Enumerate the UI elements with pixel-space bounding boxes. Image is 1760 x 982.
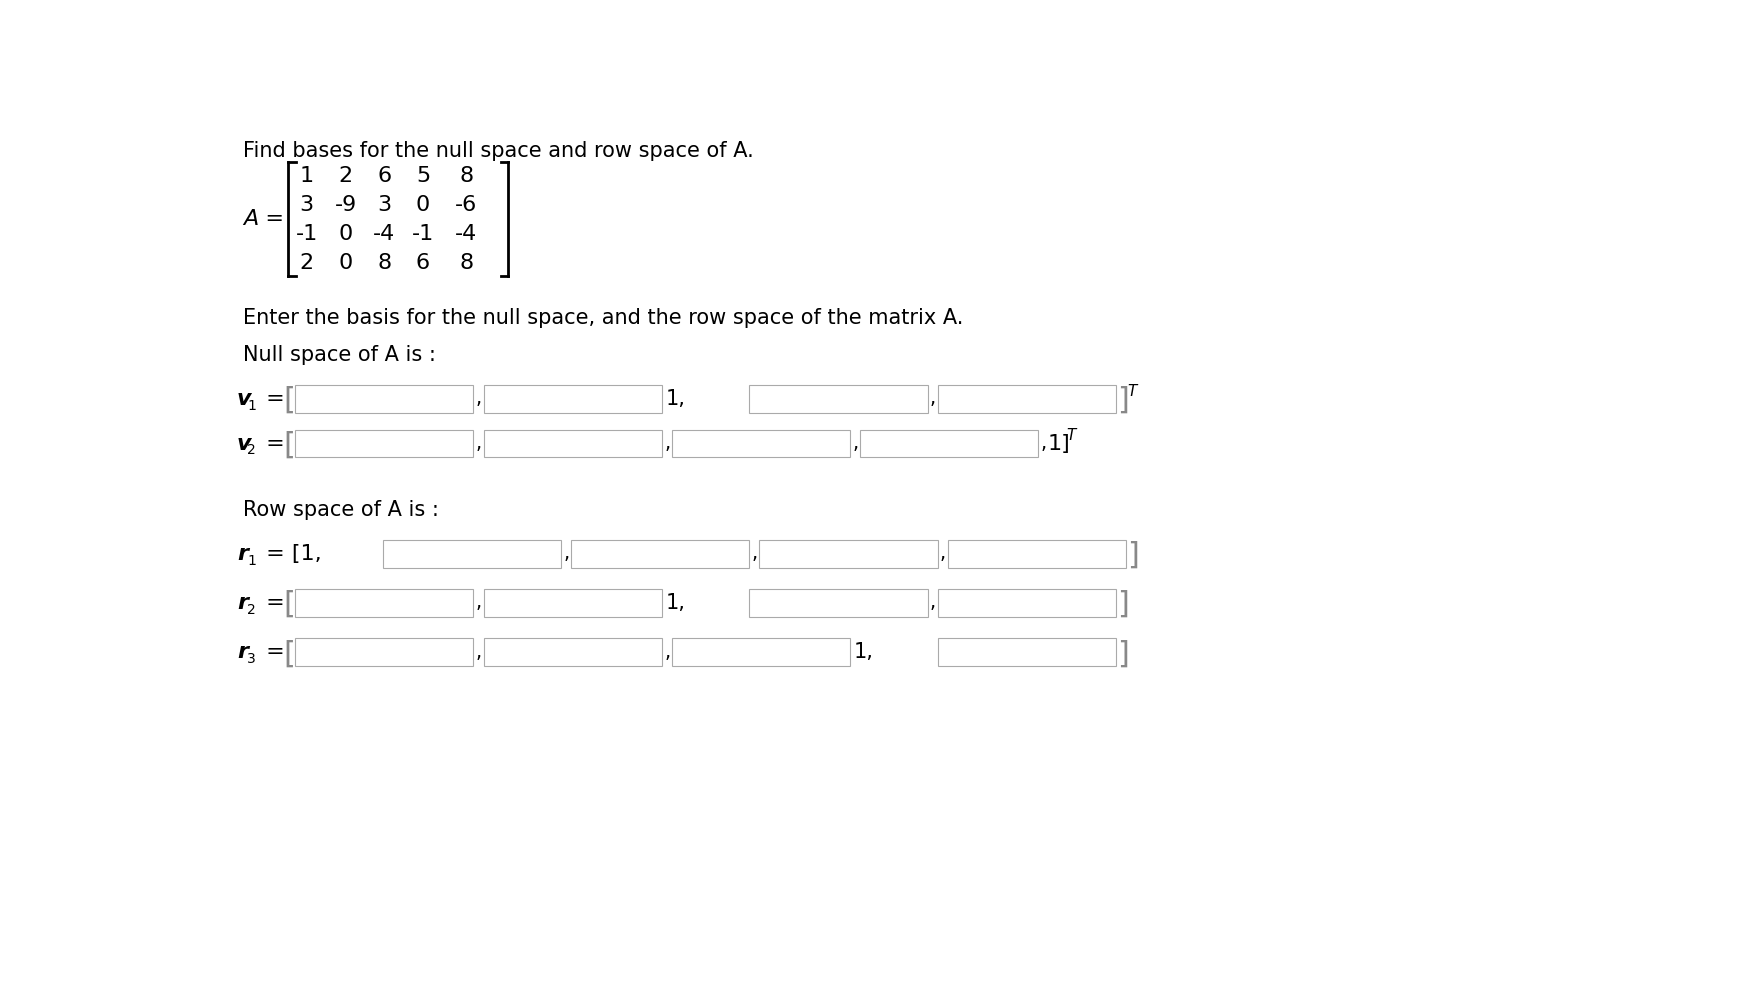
Text: Null space of A is :: Null space of A is : bbox=[243, 345, 436, 365]
Bar bbox=[947, 540, 1126, 568]
Text: T: T bbox=[1067, 428, 1075, 443]
Text: ,: , bbox=[475, 434, 482, 453]
Bar bbox=[759, 540, 938, 568]
Text: =: = bbox=[259, 389, 285, 409]
Text: =: = bbox=[259, 433, 285, 454]
Bar bbox=[750, 385, 928, 412]
Text: Find bases for the null space and row space of A.: Find bases for the null space and row sp… bbox=[243, 141, 753, 161]
Text: 2: 2 bbox=[246, 444, 255, 458]
Bar bbox=[484, 638, 662, 666]
Text: 0: 0 bbox=[338, 224, 352, 245]
Text: r: r bbox=[238, 544, 248, 564]
Text: [: [ bbox=[283, 590, 296, 619]
Text: 2: 2 bbox=[338, 166, 352, 186]
Text: ]: ] bbox=[1118, 590, 1130, 619]
Text: 6: 6 bbox=[415, 253, 429, 273]
Bar bbox=[484, 589, 662, 617]
Text: ]: ] bbox=[1118, 639, 1130, 669]
Bar bbox=[861, 430, 1038, 458]
Text: [: [ bbox=[283, 430, 296, 460]
Text: [: [ bbox=[283, 639, 296, 669]
Bar bbox=[484, 430, 662, 458]
Text: ,: , bbox=[752, 544, 759, 563]
Text: ,: , bbox=[929, 593, 936, 613]
Text: 3: 3 bbox=[299, 194, 313, 215]
Text: ,: , bbox=[475, 390, 482, 409]
Text: 1,: 1, bbox=[665, 389, 685, 409]
Text: ,: , bbox=[563, 544, 570, 563]
Text: ,: , bbox=[940, 544, 947, 563]
Text: 2: 2 bbox=[246, 603, 255, 617]
Text: -1: -1 bbox=[412, 224, 435, 245]
Text: ,: , bbox=[664, 434, 671, 453]
Bar bbox=[296, 638, 473, 666]
Text: A =: A = bbox=[243, 209, 285, 229]
Bar bbox=[672, 430, 850, 458]
Text: =: = bbox=[259, 593, 285, 613]
Text: 0: 0 bbox=[338, 253, 352, 273]
Text: ,: , bbox=[475, 593, 482, 613]
Text: v: v bbox=[238, 433, 252, 454]
Bar bbox=[296, 430, 473, 458]
Bar bbox=[938, 638, 1116, 666]
Bar bbox=[938, 589, 1116, 617]
Text: -4: -4 bbox=[456, 224, 477, 245]
Text: = [1,: = [1, bbox=[259, 544, 322, 564]
Text: 8: 8 bbox=[377, 253, 391, 273]
Text: 1: 1 bbox=[246, 399, 255, 412]
Text: v: v bbox=[238, 389, 252, 409]
Text: ,: , bbox=[664, 643, 671, 662]
Bar bbox=[296, 385, 473, 412]
Bar bbox=[484, 385, 662, 412]
Text: 1]: 1] bbox=[1047, 433, 1070, 454]
Text: r: r bbox=[238, 642, 248, 662]
Text: 2: 2 bbox=[299, 253, 313, 273]
Text: T: T bbox=[1128, 384, 1137, 399]
Bar bbox=[570, 540, 750, 568]
Text: ,: , bbox=[1040, 434, 1047, 453]
Text: -9: -9 bbox=[334, 194, 357, 215]
Bar bbox=[672, 638, 850, 666]
Text: 0: 0 bbox=[415, 194, 429, 215]
Text: Row space of A is :: Row space of A is : bbox=[243, 500, 440, 519]
Bar bbox=[296, 589, 473, 617]
Bar bbox=[938, 385, 1116, 412]
Text: 1: 1 bbox=[299, 166, 313, 186]
Text: 8: 8 bbox=[459, 166, 473, 186]
Text: ]: ] bbox=[1128, 541, 1139, 570]
Text: ,: , bbox=[852, 434, 859, 453]
Text: Enter the basis for the null space, and the row space of the matrix A.: Enter the basis for the null space, and … bbox=[243, 308, 964, 328]
Text: -4: -4 bbox=[373, 224, 396, 245]
Text: 8: 8 bbox=[459, 253, 473, 273]
Text: 1: 1 bbox=[246, 554, 255, 568]
Text: 1,: 1, bbox=[854, 642, 873, 662]
Text: =: = bbox=[259, 642, 285, 662]
Text: -6: -6 bbox=[456, 194, 477, 215]
Text: 1,: 1, bbox=[665, 593, 685, 613]
Bar bbox=[382, 540, 561, 568]
Text: ,: , bbox=[929, 390, 936, 409]
Bar bbox=[750, 589, 928, 617]
Text: 3: 3 bbox=[246, 652, 255, 666]
Text: -1: -1 bbox=[296, 224, 319, 245]
Text: ,: , bbox=[475, 643, 482, 662]
Text: 5: 5 bbox=[415, 166, 429, 186]
Text: 6: 6 bbox=[377, 166, 391, 186]
Text: ]: ] bbox=[1118, 386, 1130, 415]
Text: [: [ bbox=[283, 386, 296, 415]
Text: 3: 3 bbox=[377, 194, 391, 215]
Text: r: r bbox=[238, 593, 248, 613]
